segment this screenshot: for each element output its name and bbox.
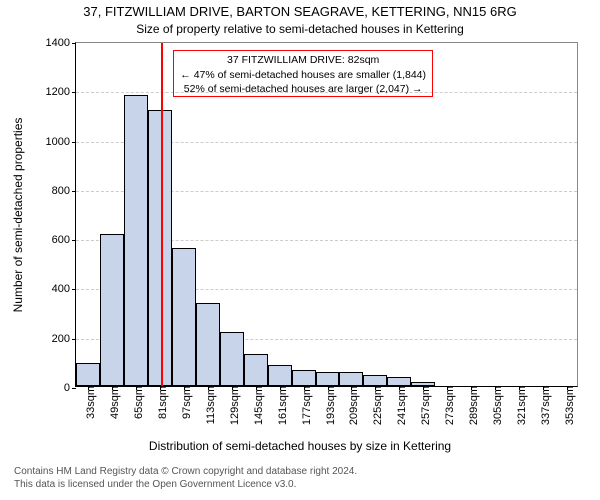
chart-container: 37, FITZWILLIAM DRIVE, BARTON SEAGRAVE, … [0, 0, 600, 500]
xtick-label: 241sqm [390, 386, 408, 425]
xtick-label: 289sqm [462, 386, 480, 425]
xtick-label: 177sqm [295, 386, 313, 425]
ytick-label: 1400 [46, 37, 76, 49]
histogram-bar [316, 372, 340, 386]
xtick-label: 337sqm [534, 386, 552, 425]
xtick-label: 161sqm [271, 386, 289, 425]
ytick-label: 1000 [46, 136, 76, 148]
histogram-bar [76, 363, 100, 386]
highlight-line [161, 43, 163, 386]
histogram-bar [363, 375, 387, 386]
ytick-label: 600 [52, 234, 76, 246]
histogram-bar [244, 354, 268, 386]
annotation-line: 52% of semi-detached houses are larger (… [180, 82, 426, 96]
footer-line-2: This data is licensed under the Open Gov… [14, 478, 600, 491]
histogram-bar [387, 377, 411, 386]
chart-title-sub: Size of property relative to semi-detach… [0, 22, 600, 36]
chart-footer: Contains HM Land Registry data © Crown c… [0, 465, 600, 491]
xtick-label: 81sqm [151, 386, 169, 419]
histogram-bar [124, 95, 148, 386]
xtick-label: 33sqm [79, 386, 97, 419]
xtick-label: 353sqm [558, 386, 576, 425]
xtick-label: 113sqm [199, 386, 217, 424]
ytick-label: 1200 [46, 86, 76, 98]
histogram-bar [339, 372, 363, 386]
xtick-label: 65sqm [127, 386, 145, 419]
histogram-bar [148, 110, 172, 386]
ytick-label: 800 [52, 185, 76, 197]
ytick-label: 0 [64, 382, 76, 394]
annotation-line: 37 FITZWILLIAM DRIVE: 82sqm [180, 53, 426, 67]
histogram-bar [172, 248, 196, 386]
xtick-label: 225sqm [366, 386, 384, 425]
xtick-label: 321sqm [510, 386, 528, 425]
ytick-label: 200 [52, 333, 76, 345]
annotation-line: ← 47% of semi-detached houses are smalle… [180, 68, 426, 82]
xtick-label: 145sqm [247, 386, 265, 425]
histogram-bar [292, 370, 316, 386]
xtick-label: 273sqm [438, 386, 456, 425]
xtick-label: 305sqm [486, 386, 504, 425]
plot-area: 020040060080010001200140033sqm49sqm65sqm… [75, 42, 578, 387]
annotation-box: 37 FITZWILLIAM DRIVE: 82sqm← 47% of semi… [173, 50, 433, 97]
x-axis-label: Distribution of semi-detached houses by … [0, 439, 600, 453]
xtick-label: 193sqm [319, 386, 337, 425]
ytick-label: 400 [52, 283, 76, 295]
footer-line-1: Contains HM Land Registry data © Crown c… [14, 465, 600, 478]
histogram-bar [268, 365, 292, 386]
histogram-bar [220, 332, 244, 386]
xtick-label: 257sqm [414, 386, 432, 425]
chart-title-main: 37, FITZWILLIAM DRIVE, BARTON SEAGRAVE, … [0, 4, 600, 19]
histogram-bar [100, 234, 124, 386]
xtick-label: 209sqm [342, 386, 360, 425]
xtick-label: 129sqm [223, 386, 241, 425]
xtick-label: 49sqm [103, 386, 121, 419]
y-axis-label: Number of semi-detached properties [11, 117, 25, 312]
xtick-label: 97sqm [175, 386, 193, 419]
histogram-bar [196, 303, 220, 386]
